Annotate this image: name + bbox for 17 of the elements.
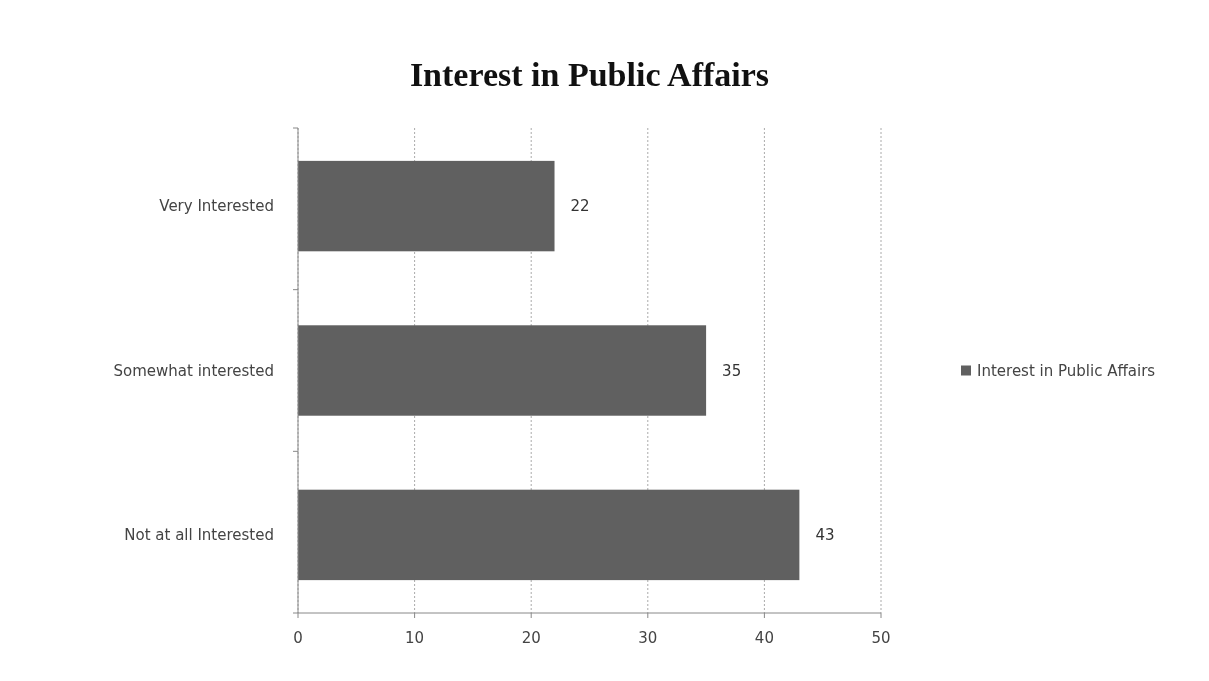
legend-label: Interest in Public Affairs — [977, 361, 1156, 380]
y-tick-label: Very Interested — [159, 197, 274, 216]
data-label: 43 — [815, 526, 835, 545]
data-label: 22 — [570, 197, 590, 216]
x-tick-label: 10 — [405, 629, 425, 647]
x-tick-label: 20 — [521, 629, 541, 647]
bar — [298, 489, 800, 581]
x-tick-label: 30 — [638, 629, 658, 647]
x-tick-label: 40 — [754, 629, 774, 647]
data-label: 35 — [722, 361, 742, 380]
y-tick-label: Not at all Interested — [124, 526, 274, 545]
chart-title: Interest in Public Affairs — [409, 56, 770, 93]
bar — [298, 325, 707, 416]
x-tick-label: 50 — [871, 629, 891, 647]
x-tick-label: 0 — [293, 629, 303, 647]
bar — [298, 160, 555, 252]
y-tick-label: Somewhat interested — [113, 361, 274, 380]
